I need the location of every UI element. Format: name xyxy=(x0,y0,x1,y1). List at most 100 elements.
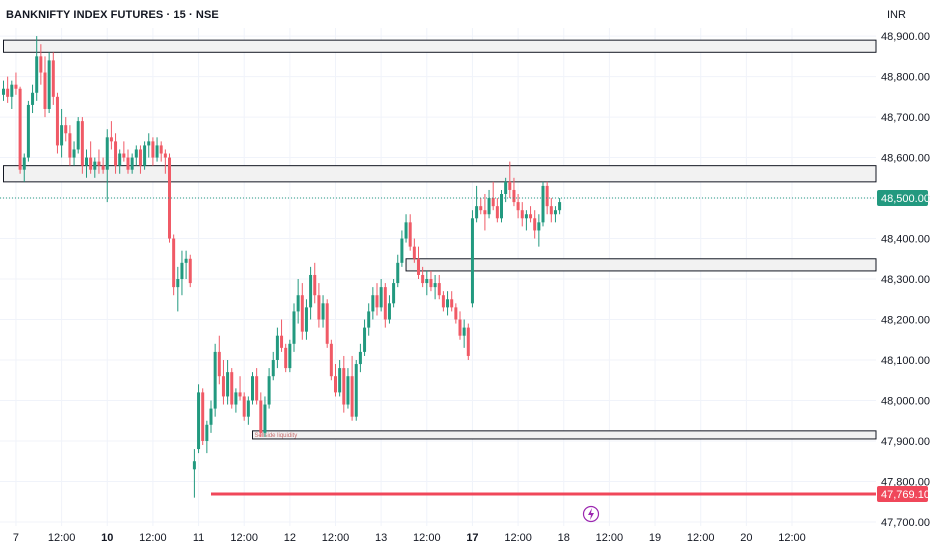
candles xyxy=(2,36,562,498)
candle-body xyxy=(553,210,557,215)
y-tick-label: 48,600.00 xyxy=(881,153,930,165)
candle-body xyxy=(466,327,470,356)
candle-body xyxy=(35,56,39,93)
candle-body xyxy=(251,376,254,401)
candle-body xyxy=(433,283,437,288)
candle-body xyxy=(168,157,171,239)
candle-body xyxy=(101,165,105,170)
candle-body xyxy=(2,88,5,95)
overlay xyxy=(582,505,600,523)
candle-body xyxy=(412,246,416,259)
candle-body xyxy=(321,303,325,320)
support-price-label: 47,769.10 xyxy=(881,489,930,501)
candle-body xyxy=(450,299,454,308)
x-tick-label: 17 xyxy=(466,532,478,544)
candle-body xyxy=(313,274,317,296)
candle-body xyxy=(454,307,458,320)
candle-body xyxy=(404,222,408,239)
candle-body xyxy=(134,149,138,158)
x-axis[interactable]: 7 12:00 10 12:00 11 12:00 12 12:00 13 12:00 17 12:0… xyxy=(13,532,806,544)
candle-body xyxy=(118,153,122,166)
candle-body xyxy=(14,84,18,89)
candle-body xyxy=(487,198,491,215)
candle-body xyxy=(284,347,288,369)
zone-box xyxy=(3,165,877,183)
zone-label: Sellside liquidity xyxy=(255,433,298,439)
candle-body xyxy=(89,157,93,170)
support-price-tag xyxy=(877,485,928,502)
candle-body xyxy=(462,327,466,336)
candle-body xyxy=(346,376,350,405)
candle-body xyxy=(396,262,400,284)
y-tick-label: 48,800.00 xyxy=(881,72,930,84)
candle-body xyxy=(425,279,429,284)
y-tick-label: 48,100.00 xyxy=(881,355,930,367)
candle-body xyxy=(483,210,487,215)
y-tick-label: 47,900.00 xyxy=(881,436,930,448)
x-tick-label: 19 xyxy=(649,532,661,544)
candle-body xyxy=(238,392,242,397)
candle-body xyxy=(300,295,304,332)
candle-body xyxy=(470,218,474,304)
candle-body xyxy=(155,145,159,158)
y-tick-label: 48,400.00 xyxy=(881,234,930,246)
chart-title: BANKNIFTY INDEX FUTURES · 15 · NSE xyxy=(6,9,219,21)
candle-body xyxy=(267,376,271,405)
candle-body xyxy=(429,279,433,288)
y-tick-label: 47,800.00 xyxy=(881,476,930,488)
candle-body xyxy=(213,351,217,409)
candle-body xyxy=(114,141,118,166)
y-axis[interactable]: 47,700.00 47,800.00 47,900.00 48,000.00 48,1… xyxy=(877,31,930,529)
x-tick-label: 12:00 xyxy=(413,532,441,544)
candle-body xyxy=(441,295,445,308)
candle-body xyxy=(392,283,396,304)
candle-body xyxy=(47,60,51,109)
candle-body xyxy=(537,222,541,231)
zones: Sellside liquidity xyxy=(3,39,877,440)
candle-body xyxy=(387,303,391,320)
candle-body xyxy=(541,185,545,223)
x-tick-label: 12:00 xyxy=(139,532,167,544)
candle-body xyxy=(549,206,553,215)
candle-body xyxy=(242,396,246,417)
candle-body xyxy=(163,153,167,158)
candle-body xyxy=(22,157,26,170)
candle-body xyxy=(545,185,549,207)
candle-body xyxy=(93,161,97,170)
lightning-icon xyxy=(582,505,600,523)
candle-body xyxy=(72,149,76,158)
candle-body xyxy=(417,258,420,275)
candle-body xyxy=(130,157,134,170)
candle-body xyxy=(176,279,180,288)
zone-box xyxy=(252,430,877,440)
candle-body xyxy=(126,157,130,170)
candle-body xyxy=(512,189,516,203)
price-lines xyxy=(0,197,876,496)
x-tick-label: 12:00 xyxy=(322,532,350,544)
candle-body xyxy=(197,392,201,450)
candle-body xyxy=(350,376,354,417)
candle-body xyxy=(408,222,412,247)
candle-body xyxy=(201,392,205,441)
candle-body xyxy=(159,145,163,154)
candle-body xyxy=(371,295,375,312)
candle-body xyxy=(64,125,68,134)
candle-body xyxy=(230,372,234,405)
candle-body xyxy=(226,372,230,397)
candle-body xyxy=(304,307,308,332)
y-tick-label: 48,300.00 xyxy=(881,274,930,286)
candle-body xyxy=(60,125,64,146)
candle-body xyxy=(379,287,383,308)
candle-body xyxy=(151,141,155,158)
candle-body xyxy=(85,157,88,166)
candle-body xyxy=(26,104,30,158)
zone-box xyxy=(405,258,877,272)
candle-body xyxy=(421,274,425,284)
candle-body xyxy=(138,149,142,166)
x-tick-label: 20 xyxy=(740,532,752,544)
candle-body xyxy=(31,92,35,105)
x-tick-label: 7 xyxy=(13,532,19,544)
candle-body xyxy=(246,400,250,417)
candle-body xyxy=(209,408,213,425)
